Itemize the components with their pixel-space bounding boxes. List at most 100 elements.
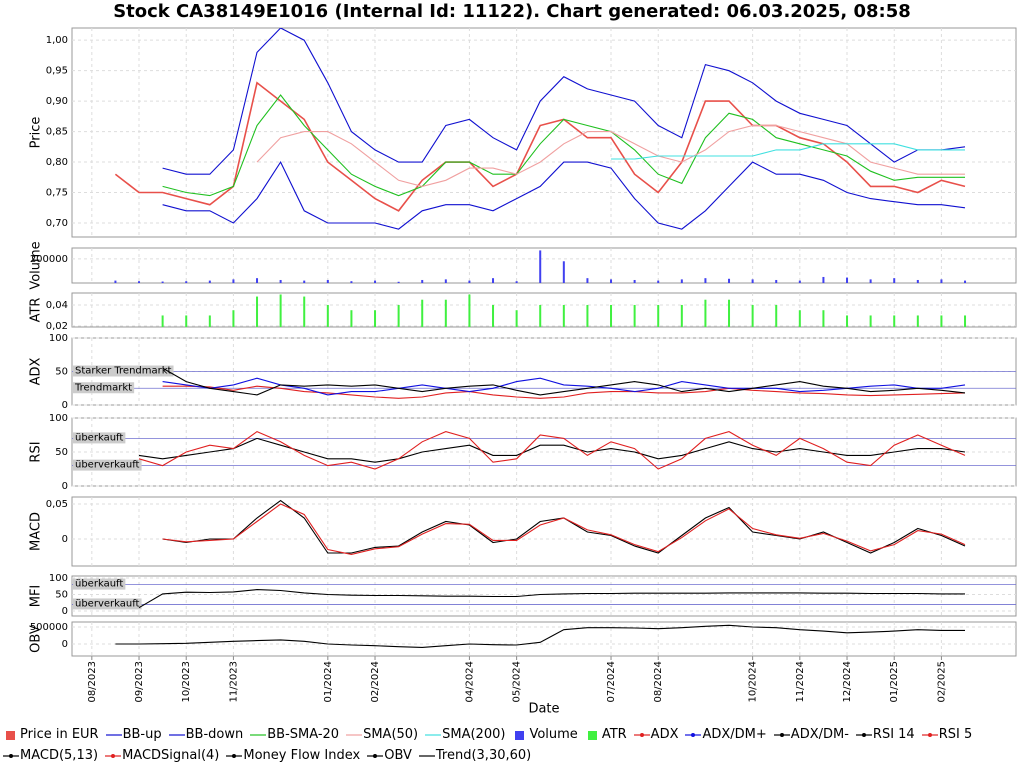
reference-label-bg	[73, 598, 142, 610]
legend-item: ADX	[633, 724, 678, 745]
legend-symbol	[6, 730, 15, 740]
y-tick-label: 100	[49, 573, 68, 584]
legend-marker	[921, 732, 938, 737]
chart: Stock CA38149E1016 (Internal Id: 11122).…	[29, 1, 1017, 717]
y-tick-label: 0	[62, 400, 68, 411]
bar	[138, 281, 141, 283]
legend-symbol	[9, 753, 13, 758]
y-axis-label: ADX	[29, 358, 44, 386]
legend-marker	[587, 730, 597, 740]
reference-label: überkauft	[75, 432, 123, 443]
legend-marker	[168, 733, 185, 736]
legend-label: ATR	[601, 727, 627, 742]
legend-item: BB-up	[105, 724, 162, 745]
y-tick-label: 50	[55, 367, 68, 378]
plot-area	[71, 292, 1017, 328]
bar	[633, 279, 636, 283]
bar	[374, 310, 377, 327]
bar	[185, 315, 188, 327]
legend-symbol	[587, 730, 597, 740]
y-tick-label: 0,75	[46, 188, 68, 199]
legend-label: Price in EUR	[20, 727, 99, 742]
legend-item: SMA(200)	[424, 724, 505, 745]
legend-marker	[3, 753, 19, 758]
legend-symbol	[691, 732, 696, 737]
series-line	[162, 28, 966, 175]
bar	[326, 279, 329, 283]
legend-item: ADX/DM+	[684, 724, 767, 745]
series-line	[162, 503, 966, 555]
bar	[444, 279, 447, 283]
legend-label: BB-up	[122, 727, 162, 742]
legend-symbol	[779, 732, 784, 737]
y-axis-label: Price	[29, 117, 44, 149]
bar	[940, 315, 943, 327]
legend-marker	[515, 730, 525, 740]
legend-label: ADX/DM-	[790, 727, 849, 742]
legend-symbol	[927, 732, 932, 737]
bar	[515, 310, 518, 327]
series-line	[138, 589, 965, 609]
bar	[869, 315, 872, 327]
bar	[680, 279, 683, 283]
bar	[822, 276, 825, 283]
series-line	[162, 385, 966, 399]
y-tick-label: 0	[62, 481, 68, 492]
bar	[114, 280, 117, 283]
series-line	[611, 143, 965, 160]
bar	[846, 277, 849, 283]
x-tick-label: 02/2024	[370, 661, 381, 703]
x-tick-label: 09/2023	[134, 661, 145, 703]
legend-marker	[855, 732, 872, 737]
x-tick-label: 10/2023	[181, 661, 192, 703]
y-tick-label: 100	[49, 413, 68, 424]
legend-marker	[346, 733, 363, 736]
bar	[610, 279, 613, 283]
y-tick-label: 0	[62, 639, 68, 650]
series-group	[162, 367, 966, 399]
bar	[728, 299, 731, 327]
legend-item: ATR	[584, 724, 627, 745]
bar	[161, 315, 164, 327]
bar	[279, 279, 282, 283]
series-group	[161, 294, 967, 327]
bar	[940, 279, 943, 283]
reference-label: Trendmarkt	[74, 382, 132, 393]
bar	[539, 304, 542, 327]
reference-label-bg	[73, 432, 126, 444]
legend-item: MACD(5,13)	[2, 745, 98, 766]
bar	[421, 279, 424, 283]
bar	[515, 281, 518, 283]
y-tick-label: 0,05	[46, 499, 68, 510]
bar	[161, 281, 164, 283]
y-tick-label: 0,70	[46, 218, 68, 229]
legend-item: Volume	[511, 724, 578, 745]
legend-marker	[367, 753, 384, 758]
y-axis-label: MFI	[29, 585, 44, 608]
x-tick-label: 04/2024	[464, 661, 475, 703]
legend-marker	[633, 732, 650, 737]
bar	[562, 261, 565, 283]
reference-label-bg	[72, 382, 135, 394]
reference-label-bg	[73, 578, 126, 590]
legend-item: Price in EUR	[2, 724, 99, 745]
x-tick-label: 11/2024	[795, 661, 806, 703]
y-tick-label: 0	[62, 534, 68, 545]
x-tick-label: 01/2025	[889, 661, 900, 703]
bar	[893, 278, 896, 283]
x-tick-label: 10/2024	[748, 661, 759, 703]
legend-label: OBV	[384, 748, 412, 763]
bar	[657, 280, 660, 283]
y-tick-label: 50	[55, 590, 68, 601]
legend-label: Trend(3,30,60)	[435, 748, 532, 763]
legend-marker	[226, 753, 243, 758]
series-line	[162, 367, 966, 396]
x-tick-label: 07/2024	[606, 661, 617, 703]
legend-marker	[250, 733, 267, 736]
y-axis-label: RSI	[29, 441, 44, 462]
y-tick-label: 0,85	[46, 127, 68, 138]
bar	[798, 310, 801, 327]
plot-area	[71, 575, 1017, 617]
legend-label: RSI 14	[872, 727, 915, 742]
